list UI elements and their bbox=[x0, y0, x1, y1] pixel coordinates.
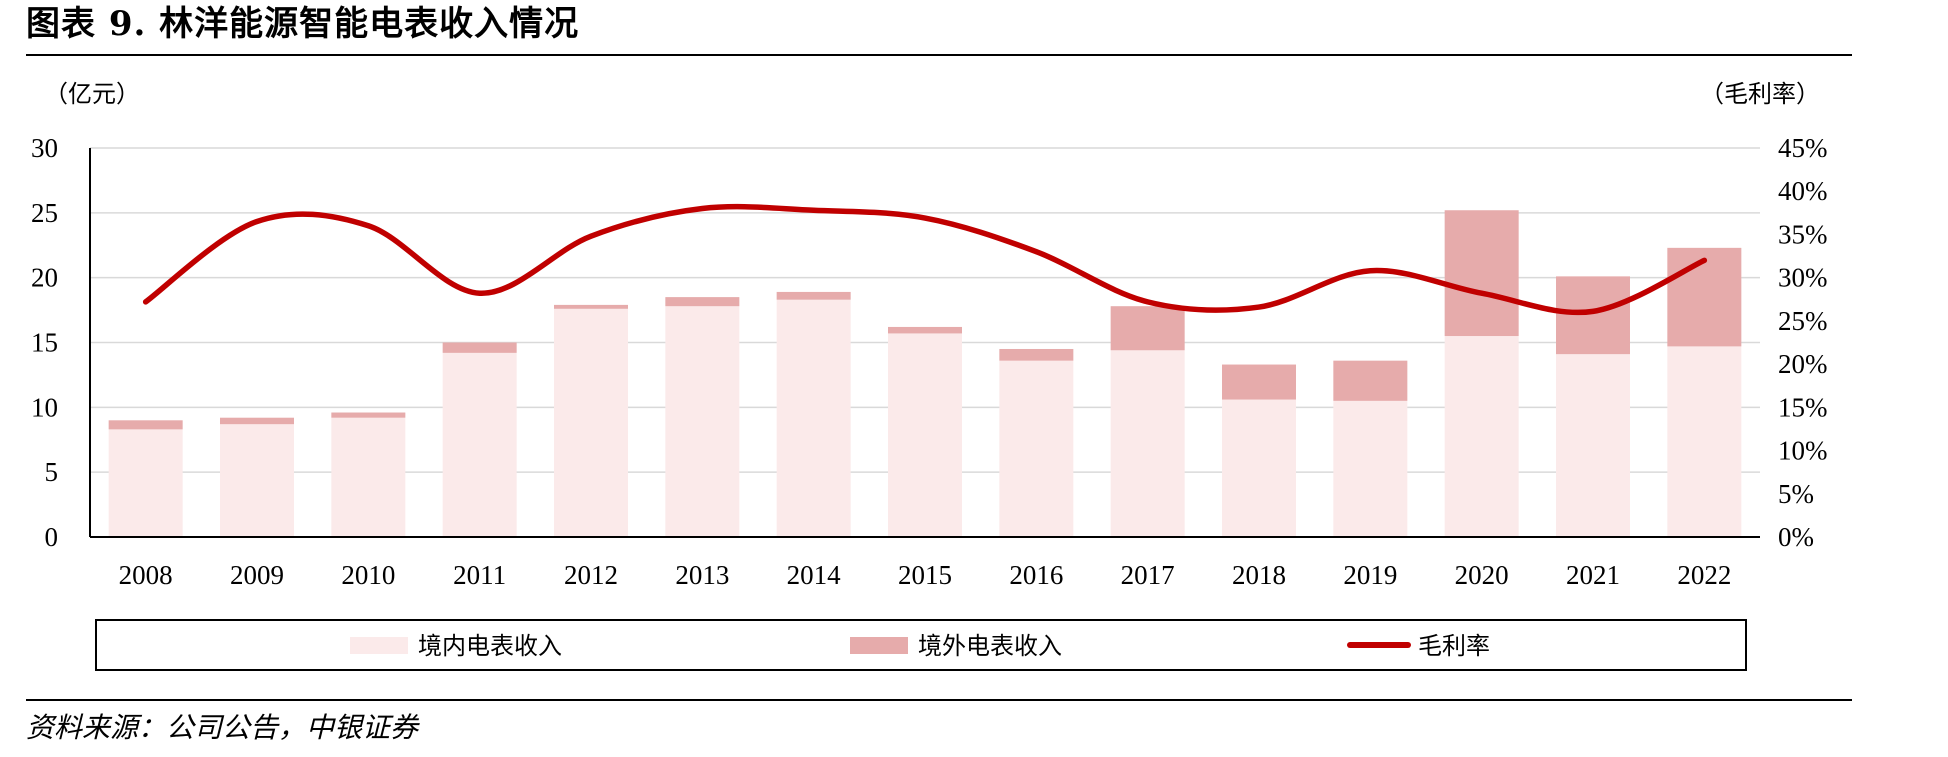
bar-overseas-2012 bbox=[554, 304, 628, 309]
bar-domestic-2021 bbox=[1556, 354, 1630, 537]
tick-labels: 0 5 10 15 20 25 30 0% 5% 10% 15% 20% 25% 30% 35% 40% 45%… bbox=[31, 133, 1828, 590]
bar-domestic-2017 bbox=[1110, 350, 1185, 537]
bar-domestic-2015 bbox=[888, 333, 962, 537]
bar-domestic-2020 bbox=[1444, 336, 1519, 537]
bar-domestic-2013 bbox=[665, 306, 740, 537]
margin-point-2020 bbox=[1479, 290, 1485, 296]
figure-title: 图表 9. 林洋能源智能电表收入情况 bbox=[26, 4, 580, 44]
margin-point-2017 bbox=[1145, 299, 1151, 305]
bar-domestic-2009 bbox=[220, 424, 294, 537]
legend-label-domestic: 境内电表收入 bbox=[418, 632, 562, 660]
margin-point-2012 bbox=[588, 233, 594, 239]
x-tick-label: 2008 bbox=[119, 560, 173, 590]
bars bbox=[108, 210, 1742, 537]
x-tick-label: 2017 bbox=[1121, 560, 1175, 590]
y-left-tick-label: 10 bbox=[31, 392, 58, 422]
margin-point-2008 bbox=[143, 299, 149, 305]
legend-frame bbox=[95, 619, 1747, 671]
x-tick-label: 2016 bbox=[1009, 560, 1063, 590]
source-rule bbox=[26, 699, 1852, 701]
bar-overseas-2009 bbox=[220, 417, 294, 425]
bar-overseas-2013 bbox=[665, 297, 740, 307]
y-right-tick-label: 0% bbox=[1778, 522, 1814, 552]
bar-domestic-2019 bbox=[1333, 400, 1408, 537]
bar-overseas-2020 bbox=[1444, 210, 1519, 337]
y-left-tick-label: 30 bbox=[31, 133, 58, 163]
margin-point-2010 bbox=[365, 223, 371, 229]
source-note: 资料来源：公司公告，中银证券 bbox=[26, 711, 419, 744]
bar-overseas-2015 bbox=[888, 326, 962, 334]
legend-label-overseas: 境外电表收入 bbox=[918, 632, 1062, 660]
margin-point-2014 bbox=[811, 207, 817, 213]
x-tick-label: 2009 bbox=[230, 560, 284, 590]
bar-domestic-2016 bbox=[999, 360, 1074, 537]
y-right-tick-label: 15% bbox=[1778, 392, 1828, 422]
y-right-tick-label: 25% bbox=[1778, 306, 1828, 336]
margin-point-2019 bbox=[1367, 268, 1373, 274]
x-tick-label: 2020 bbox=[1455, 560, 1509, 590]
y-right-tick-label: 30% bbox=[1778, 263, 1828, 293]
bar-domestic-2008 bbox=[108, 429, 183, 537]
margin-point-2016 bbox=[1033, 249, 1039, 255]
title-rule bbox=[26, 54, 1852, 56]
bar-overseas-2021 bbox=[1556, 276, 1630, 355]
legend-swatch-overseas bbox=[850, 637, 908, 654]
y-left-tick-label: 15 bbox=[31, 328, 58, 358]
x-tick-label: 2014 bbox=[787, 560, 842, 590]
margin-point-2013 bbox=[699, 206, 705, 212]
y-right-tick-label: 40% bbox=[1778, 176, 1828, 206]
bar-overseas-2018 bbox=[1222, 364, 1296, 400]
y-right-tick-label: 35% bbox=[1778, 219, 1828, 249]
margin-point-2011 bbox=[477, 290, 483, 296]
bar-domestic-2018 bbox=[1222, 399, 1296, 537]
y-left-tick-label: 25 bbox=[31, 198, 58, 228]
x-tick-label: 2021 bbox=[1566, 560, 1620, 590]
x-tick-label: 2013 bbox=[675, 560, 729, 590]
legend-swatch-domestic bbox=[350, 637, 408, 654]
x-tick-label: 2019 bbox=[1343, 560, 1397, 590]
bar-domestic-2022 bbox=[1667, 346, 1742, 537]
y-left-tick-label: 20 bbox=[31, 263, 58, 293]
x-tick-label: 2010 bbox=[341, 560, 395, 590]
margin-point-2022 bbox=[1701, 257, 1707, 263]
bar-domestic-2011 bbox=[442, 352, 517, 537]
x-tick-label: 2012 bbox=[564, 560, 618, 590]
x-tick-label: 2018 bbox=[1232, 560, 1286, 590]
bar-overseas-2016 bbox=[999, 348, 1074, 361]
y-left-tick-label: 0 bbox=[45, 522, 59, 552]
y-left-axis-label: （亿元） bbox=[44, 80, 140, 108]
bar-overseas-2014 bbox=[776, 291, 851, 300]
bar-overseas-2022 bbox=[1667, 247, 1742, 347]
bar-overseas-2017 bbox=[1110, 306, 1185, 351]
y-right-tick-label: 5% bbox=[1778, 479, 1814, 509]
y-right-tick-label: 20% bbox=[1778, 349, 1828, 379]
bar-overseas-2010 bbox=[331, 412, 406, 418]
bar-domestic-2012 bbox=[554, 308, 628, 537]
y-left-tick-label: 5 bbox=[45, 457, 59, 487]
bar-overseas-2019 bbox=[1333, 360, 1408, 401]
margin-point-2015 bbox=[922, 215, 928, 221]
x-tick-label: 2015 bbox=[898, 560, 952, 590]
y-right-tick-label: 45% bbox=[1778, 133, 1828, 163]
x-tick-label: 2011 bbox=[453, 560, 506, 590]
revenue-margin-chart: 0 5 10 15 20 25 30 0% 5% 10% 15% 20% 25% 30% 35% 40% 45%… bbox=[31, 80, 1828, 671]
bar-overseas-2011 bbox=[442, 342, 517, 353]
margin-point-2009 bbox=[254, 218, 260, 224]
axes bbox=[89, 148, 1760, 538]
legend: 境内电表收入 境外电表收入 毛利率 bbox=[95, 619, 1747, 671]
margin-line-layer bbox=[142, 203, 1708, 316]
y-right-axis-label: （毛利率） bbox=[1700, 80, 1820, 108]
bar-domestic-2014 bbox=[776, 299, 851, 537]
bar-overseas-2008 bbox=[108, 420, 183, 430]
legend-label-margin: 毛利率 bbox=[1418, 632, 1490, 660]
margin-point-2018 bbox=[1256, 304, 1262, 310]
margin-point-2021 bbox=[1590, 308, 1596, 314]
y-right-tick-label: 10% bbox=[1778, 436, 1828, 466]
bar-domestic-2010 bbox=[331, 417, 406, 537]
x-tick-label: 2022 bbox=[1677, 560, 1731, 590]
